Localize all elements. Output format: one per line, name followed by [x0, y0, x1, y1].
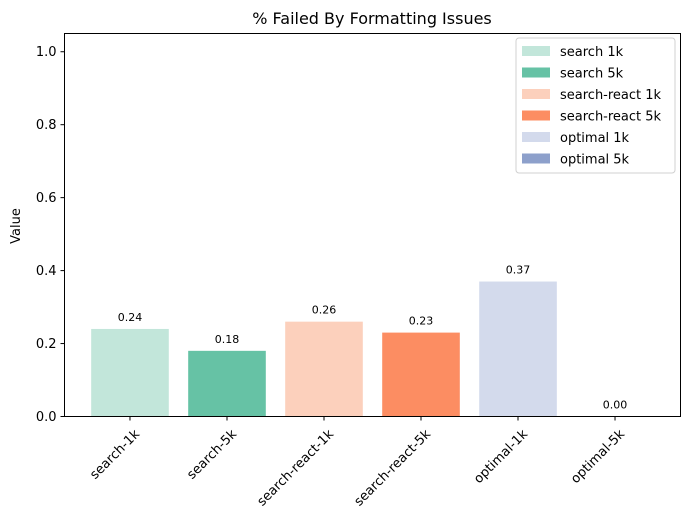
plot-area-frame — [64, 33, 681, 417]
bar-search-react-1k — [285, 321, 363, 417]
legend-box — [515, 37, 676, 174]
data-labels-layer: 0.24 0.18 0.26 0.23 0.37 0.00 — [118, 264, 628, 412]
legend-label-1: search 5k — [560, 67, 624, 82]
x-axis-ticks: search-1k search-5k search-react-1k search-… — [87, 416, 628, 510]
x-tick-label-search-react-5k: search-react-5k — [352, 427, 435, 510]
x-tick-label-search-react-1k: search-react-1k — [255, 427, 338, 510]
y-tick-label-2: 0.4 — [36, 264, 57, 279]
legend: search 1k search 5k search-react 1k search-… — [515, 37, 676, 174]
x-tick-label-search-1k: search-1k — [87, 427, 143, 483]
legend-label-0: search 1k — [560, 45, 624, 60]
y-axis-ticks: 0.0 0.2 0.4 0.6 0.8 1.0 — [36, 45, 65, 425]
bar-search-react-5k — [382, 332, 460, 417]
legend-swatch-0 — [522, 46, 550, 56]
bar-search-5k — [188, 350, 266, 417]
y-tick-label-3: 0.6 — [36, 191, 57, 206]
y-tick-label-5: 1.0 — [36, 45, 57, 60]
data-label-search-react-1k: 0.26 — [312, 304, 337, 317]
legend-swatch-1 — [522, 67, 550, 78]
legend-swatch-2 — [522, 89, 550, 99]
legend-swatch-5 — [522, 153, 550, 164]
data-label-search-react-5k: 0.23 — [409, 315, 434, 328]
data-label-optimal-5k: 0.00 — [603, 399, 628, 412]
y-axis-label: Value — [9, 208, 24, 244]
x-tick-label-optimal-1k: optimal-1k — [471, 427, 531, 487]
x-tick-label-optimal-5k: optimal-5k — [568, 427, 628, 487]
legend-label-4: optimal 1k — [560, 131, 630, 146]
y-tick-label-0: 0.0 — [36, 410, 57, 425]
data-label-search-5k: 0.18 — [215, 333, 240, 346]
data-label-search-1k: 0.24 — [118, 311, 143, 324]
y-tick-label-1: 0.2 — [36, 337, 57, 352]
legend-swatch-4 — [522, 132, 550, 142]
y-tick-label-4: 0.8 — [36, 118, 57, 133]
data-label-optimal-1k: 0.37 — [506, 264, 531, 277]
bar-search-1k — [91, 328, 169, 417]
bars-layer — [91, 281, 557, 417]
legend-label-2: search-react 1k — [560, 88, 662, 103]
legend-label-3: search-react 5k — [560, 110, 662, 125]
x-tick-label-search-5k: search-5k — [184, 427, 240, 483]
chart-title: % Failed By Formatting Issues — [252, 9, 492, 28]
bar-optimal-1k — [479, 281, 557, 417]
legend-swatch-3 — [522, 110, 550, 121]
legend-label-5: optimal 5k — [560, 153, 630, 168]
